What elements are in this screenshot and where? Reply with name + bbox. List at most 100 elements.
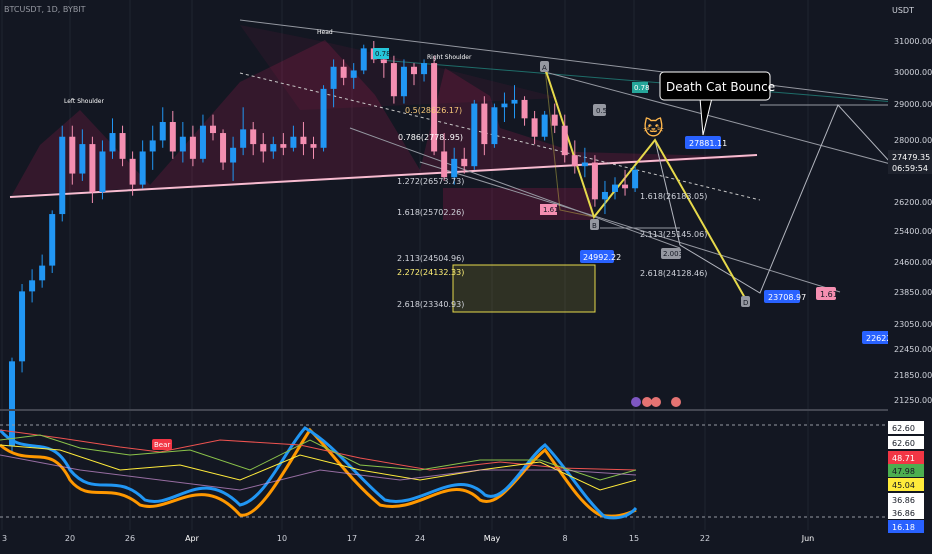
osc-label-bg — [888, 464, 924, 477]
osc-label: 62.60 — [892, 424, 915, 433]
candle-body — [360, 48, 367, 71]
candle-body — [179, 136, 186, 152]
osc-label-bg — [888, 478, 924, 491]
flag-icon-2 — [651, 397, 661, 407]
candle-body — [129, 158, 136, 185]
candle-body — [300, 136, 307, 145]
time-tick: 10 — [277, 534, 287, 543]
osc-label: 36.86 — [892, 509, 915, 518]
time-tick: 22 — [700, 534, 710, 543]
fib-2.272: 2.272(24132.33) — [397, 268, 464, 277]
bear-tag: Bear — [154, 441, 170, 449]
candle-body — [531, 118, 538, 137]
time-tick: Apr — [185, 534, 200, 543]
left-shoulder-label: Left Shoulder — [64, 98, 104, 105]
tag-22622: 22622. — [866, 334, 894, 343]
candle-body — [159, 122, 166, 141]
tag-0.5: 0.5 — [596, 107, 607, 115]
price-tick: 23050.00 — [894, 320, 932, 329]
candle-body — [59, 136, 66, 215]
candle-body — [39, 265, 46, 281]
candle-body — [571, 155, 578, 167]
fib-2.113-right: 2.113(25145.06) — [640, 230, 707, 239]
candle-body — [139, 151, 146, 185]
vertical-grid — [1, 0, 809, 530]
flag-icon-3 — [671, 397, 681, 407]
candle-body — [491, 107, 498, 145]
candle-body — [481, 103, 488, 145]
time-tick: 20 — [65, 534, 75, 543]
candle-body — [551, 114, 558, 126]
ab-shaded — [544, 67, 595, 218]
price-tick: 25400.00 — [894, 227, 932, 236]
candle-body — [340, 66, 347, 78]
candle-body — [622, 184, 629, 189]
fib-0.786: 0.786(2778‥95) — [398, 133, 463, 142]
candle-body — [310, 144, 317, 148]
price-tick: 21850.00 — [894, 371, 932, 380]
fib-1.272: 1.272(26573.73) — [397, 177, 464, 186]
tag-1.61-right: 1.61 — [820, 290, 838, 299]
candle-body — [330, 66, 337, 89]
tag-0.78-b: 0.78 — [634, 84, 650, 92]
symbol-title: BTCUSDT, 1D, BYBIT — [4, 5, 86, 14]
trendline-lower — [419, 161, 841, 293]
candle-body — [89, 144, 96, 192]
candle-body — [471, 103, 478, 167]
flag-icon-1 — [642, 397, 652, 407]
price-tick: 26200.00 — [894, 198, 932, 207]
tag-2.003: 2.003 — [663, 250, 683, 258]
price-ticks: 31000.00 30000.00 29000.00 28000.00 26200.00… — [894, 37, 932, 405]
osc-fill-blue — [0, 426, 638, 520]
candle-body — [260, 144, 267, 152]
osc-label-bg — [888, 451, 924, 464]
callout-text: Death Cat Bounce — [666, 80, 775, 94]
oscillator-axis: 62.60 62.60 48.71 47.98 45.04 36.86 36.86 16.18 — [888, 421, 924, 533]
candle-body — [601, 191, 608, 200]
last-price: 27479.35 — [892, 153, 930, 162]
candle-body — [69, 136, 76, 174]
fib-2.618-right: 2.618(24128.46) — [640, 269, 707, 278]
candle-body — [119, 133, 126, 159]
projection-path — [654, 104, 932, 294]
candles — [9, 41, 639, 454]
right-shoulder-label: Right Shoulder — [427, 54, 472, 61]
fib-zone-yellow — [452, 264, 596, 313]
head-shoulders-fill — [12, 40, 757, 195]
fib-0.5: 0.5(28626.17) — [405, 106, 462, 115]
candle-body — [270, 144, 277, 152]
candle-body — [240, 129, 247, 148]
harmonic-pattern — [544, 67, 746, 299]
price-tick: 23850.00 — [894, 288, 932, 297]
trendline-upper — [239, 19, 932, 106]
candle-body — [461, 158, 468, 167]
currency-label: USDT — [892, 6, 914, 15]
osc-label: 36.86 — [892, 496, 915, 505]
candle-body — [591, 162, 598, 200]
candle-body — [280, 144, 287, 148]
fib-labels: 0.5(28626.17) 0.786(2778‥95) 1.272(26573… — [397, 106, 707, 309]
candle-body — [400, 66, 407, 97]
candle-body — [79, 144, 86, 174]
neckline — [9, 154, 758, 198]
trendline-dashed — [239, 72, 761, 201]
candle-body — [230, 147, 237, 163]
osc-label: 62.60 — [892, 439, 915, 448]
candle-body — [431, 63, 438, 152]
price-tick: 24600.00 — [894, 258, 932, 267]
candle-body — [380, 59, 387, 64]
chart-price-tags: 27881.11 23708.97 1.61 22622. — [685, 136, 894, 344]
candle-body — [220, 133, 227, 163]
osc-label-bg — [888, 421, 924, 434]
candle-body — [411, 66, 417, 75]
candle-body — [189, 136, 196, 159]
candle-body — [9, 361, 15, 447]
annotation-labels: Left Shoulder Head Right Shoulder — [64, 29, 472, 105]
small-tags: 0.78 0.78 0.5 1.61 A B D 2.003 24992.22 … — [152, 48, 750, 450]
fib-2.618: 2.618(23340.93) — [397, 300, 464, 309]
candle-body — [501, 103, 508, 108]
osc-label-bg — [888, 436, 924, 449]
price-axis-bg — [888, 0, 932, 410]
candle-body — [250, 129, 257, 145]
